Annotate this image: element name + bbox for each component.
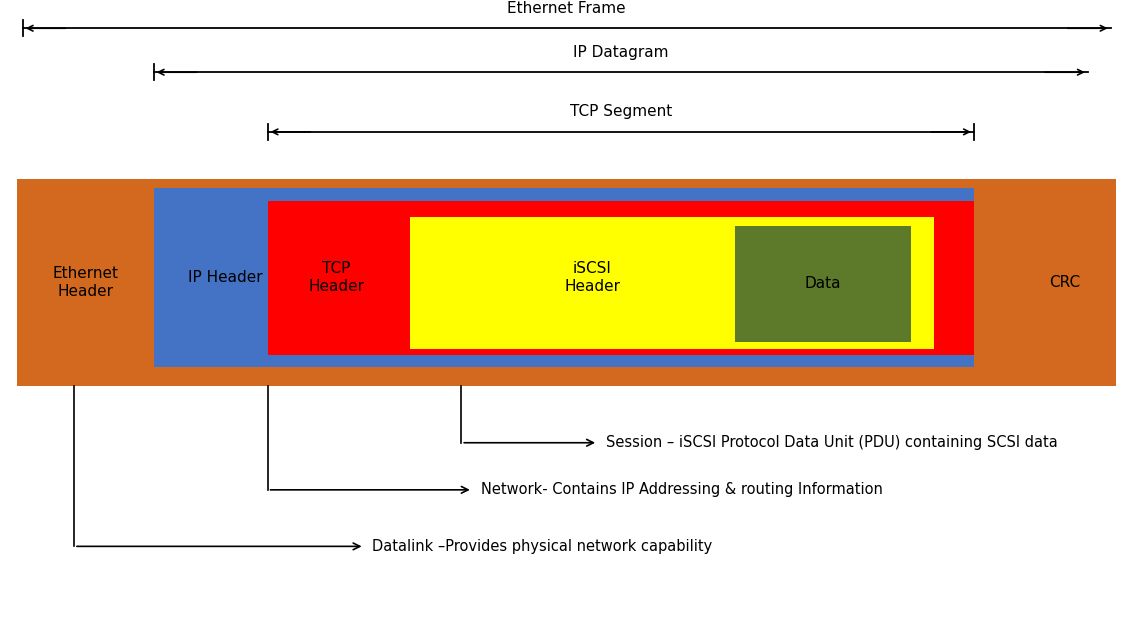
Text: Session – iSCSI Protocol Data Unit (PDU) containing SCSI data: Session – iSCSI Protocol Data Unit (PDU)… xyxy=(606,435,1058,450)
Bar xyxy=(154,188,974,367)
Text: TCP
Header: TCP Header xyxy=(308,261,364,294)
Bar xyxy=(735,226,911,342)
Text: Data: Data xyxy=(804,276,841,291)
Text: iSCSI
Header: iSCSI Header xyxy=(564,261,621,294)
Text: IP Datagram: IP Datagram xyxy=(573,45,669,60)
Text: Ethernet
Header: Ethernet Header xyxy=(52,266,118,299)
Text: Network- Contains IP Addressing & routing Information: Network- Contains IP Addressing & routin… xyxy=(481,482,883,497)
Text: Datalink –Provides physical network capability: Datalink –Provides physical network capa… xyxy=(372,539,713,554)
Bar xyxy=(410,217,934,349)
Text: IP Header: IP Header xyxy=(188,270,263,285)
Text: CRC: CRC xyxy=(1049,275,1081,290)
Text: Ethernet Frame: Ethernet Frame xyxy=(507,1,626,16)
Bar xyxy=(17,179,1116,386)
Text: TCP Segment: TCP Segment xyxy=(570,104,672,119)
Bar xyxy=(268,201,974,355)
